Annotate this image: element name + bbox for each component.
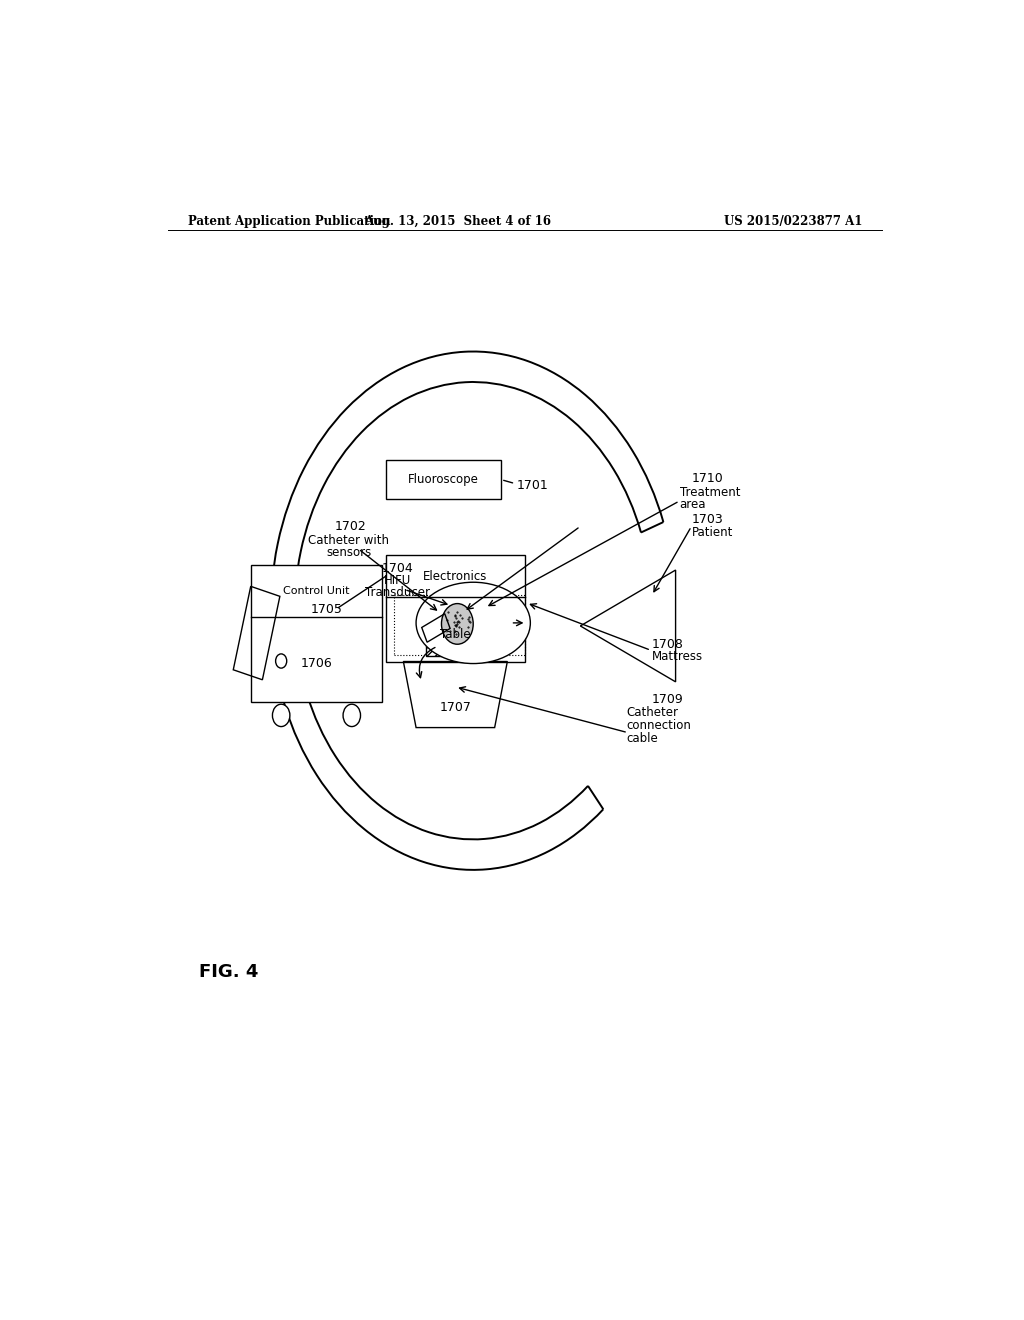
Text: Patient: Patient: [691, 525, 733, 539]
Bar: [251, 565, 382, 702]
Text: Electronics: Electronics: [423, 570, 487, 582]
Text: Transducer: Transducer: [366, 586, 430, 599]
Bar: [394, 594, 525, 656]
Text: connection: connection: [627, 719, 691, 733]
Text: Treatment: Treatment: [680, 486, 740, 499]
Text: 1705: 1705: [310, 603, 342, 616]
Text: 1702: 1702: [334, 520, 367, 533]
Text: 1706: 1706: [301, 657, 333, 671]
Text: HIFU: HIFU: [384, 574, 412, 586]
Text: area: area: [680, 499, 707, 511]
Text: Control Unit: Control Unit: [284, 586, 350, 597]
Text: US 2015/0223877 A1: US 2015/0223877 A1: [724, 215, 862, 228]
Text: Fluoroscope: Fluoroscope: [408, 473, 479, 486]
Bar: [386, 461, 501, 499]
Circle shape: [275, 653, 287, 668]
Text: 1709: 1709: [652, 693, 684, 706]
Text: 1707: 1707: [439, 701, 471, 714]
Text: 1708: 1708: [652, 638, 684, 651]
Text: Patent Application Publication: Patent Application Publication: [187, 215, 390, 228]
Circle shape: [272, 704, 290, 726]
Text: Mattress: Mattress: [652, 649, 702, 663]
Ellipse shape: [416, 582, 530, 664]
Text: Table: Table: [440, 628, 471, 642]
Circle shape: [441, 603, 473, 644]
Text: 1701: 1701: [517, 479, 549, 492]
Text: sensors: sensors: [326, 546, 372, 560]
Bar: [426, 603, 485, 656]
Circle shape: [343, 704, 360, 726]
Text: 1710: 1710: [691, 473, 723, 484]
Text: FIG. 4: FIG. 4: [200, 962, 259, 981]
Text: 1704: 1704: [382, 561, 414, 574]
Text: Aug. 13, 2015  Sheet 4 of 16: Aug. 13, 2015 Sheet 4 of 16: [364, 215, 551, 228]
Text: Catheter with: Catheter with: [308, 535, 389, 546]
Bar: [386, 554, 524, 661]
Text: Catheter: Catheter: [627, 706, 678, 719]
Text: 1703: 1703: [691, 512, 723, 525]
Text: cable: cable: [627, 733, 658, 746]
